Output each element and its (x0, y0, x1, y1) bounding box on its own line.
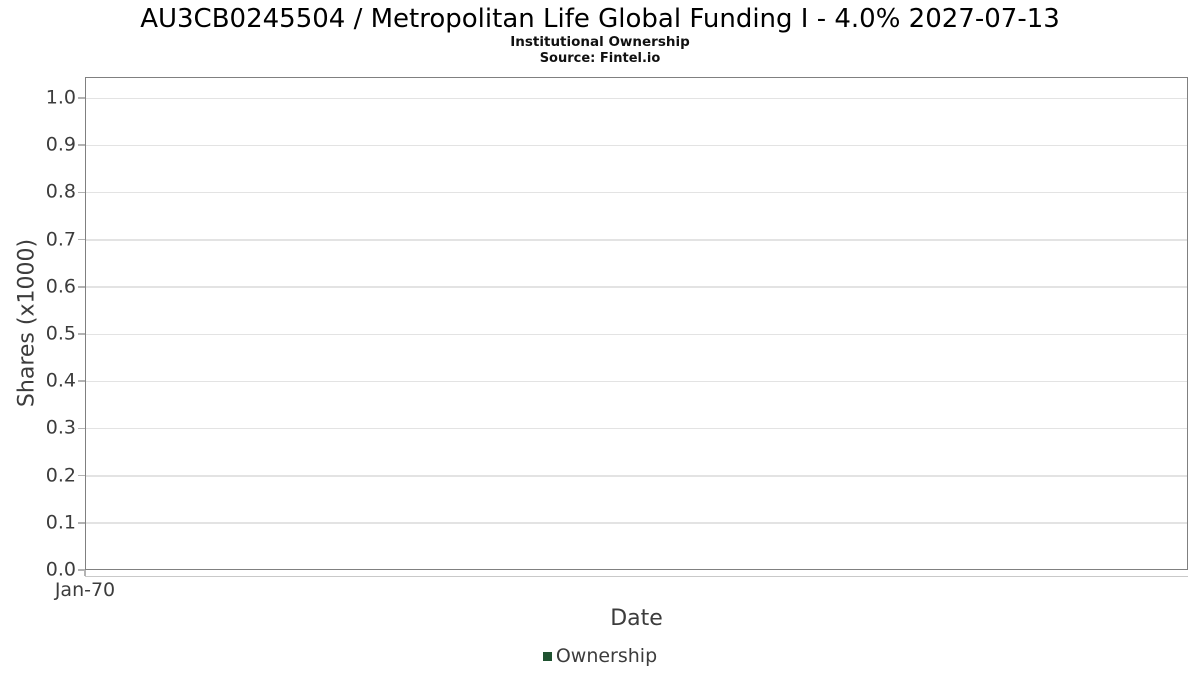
y-tick-label: 0.8 (45, 180, 76, 203)
gridline (86, 144, 1187, 147)
plot-area (85, 77, 1188, 570)
gridline (86, 475, 1187, 477)
legend: Ownership (0, 645, 1200, 668)
y-tick-label: 0.3 (45, 416, 76, 439)
legend-swatch-ownership (542, 651, 552, 661)
gridline (86, 380, 1187, 383)
legend-label-ownership: Ownership (555, 645, 658, 667)
y-tick-mark (78, 569, 85, 571)
chart-subtitle: Institutional Ownership (510, 34, 690, 50)
gridline (86, 522, 1187, 524)
y-tick-label: 0.6 (45, 275, 76, 298)
y-tick-mark (78, 286, 85, 288)
gridline (86, 333, 1187, 335)
y-tick-mark (78, 522, 85, 524)
y-tick-label: 0.7 (45, 228, 76, 251)
x-tick-mark (84, 570, 86, 576)
chart-title: AU3CB0245504 / Metropolitan Life Global … (140, 4, 1060, 34)
y-tick-label: 1.0 (45, 86, 76, 109)
gridline (86, 286, 1187, 288)
gridline (86, 97, 1187, 99)
x-tick-label: Jan-70 (54, 579, 116, 601)
y-tick-mark (78, 333, 85, 335)
gridline (86, 239, 1187, 241)
y-tick-label: 0.5 (45, 322, 76, 345)
y-tick-mark (78, 380, 85, 382)
x-axis-label: Date (610, 606, 663, 631)
y-tick-mark (78, 144, 85, 146)
y-tick-label: 0.4 (45, 369, 76, 392)
y-tick-label: 0.2 (45, 464, 76, 487)
y-tick-mark (78, 474, 85, 477)
y-tick-mark (78, 97, 85, 99)
y-axis-tick-labels: 0.0 0.1 0.2 0.3 0.4 0.5 0.6 0.7 0.8 0.9 1.0 (0, 77, 76, 579)
y-tick-label: 0.9 (45, 133, 76, 156)
gridline (86, 427, 1187, 430)
gridline (86, 191, 1187, 194)
y-tick-label: 0.1 (45, 511, 76, 534)
y-tick-mark (78, 427, 85, 430)
y-tick-label: 0.0 (45, 558, 76, 581)
chart-source-credit: Source: Fintel.io (539, 51, 661, 66)
y-tick-mark (78, 238, 85, 241)
x-axis-line (85, 576, 1188, 577)
y-tick-mark (78, 191, 85, 194)
